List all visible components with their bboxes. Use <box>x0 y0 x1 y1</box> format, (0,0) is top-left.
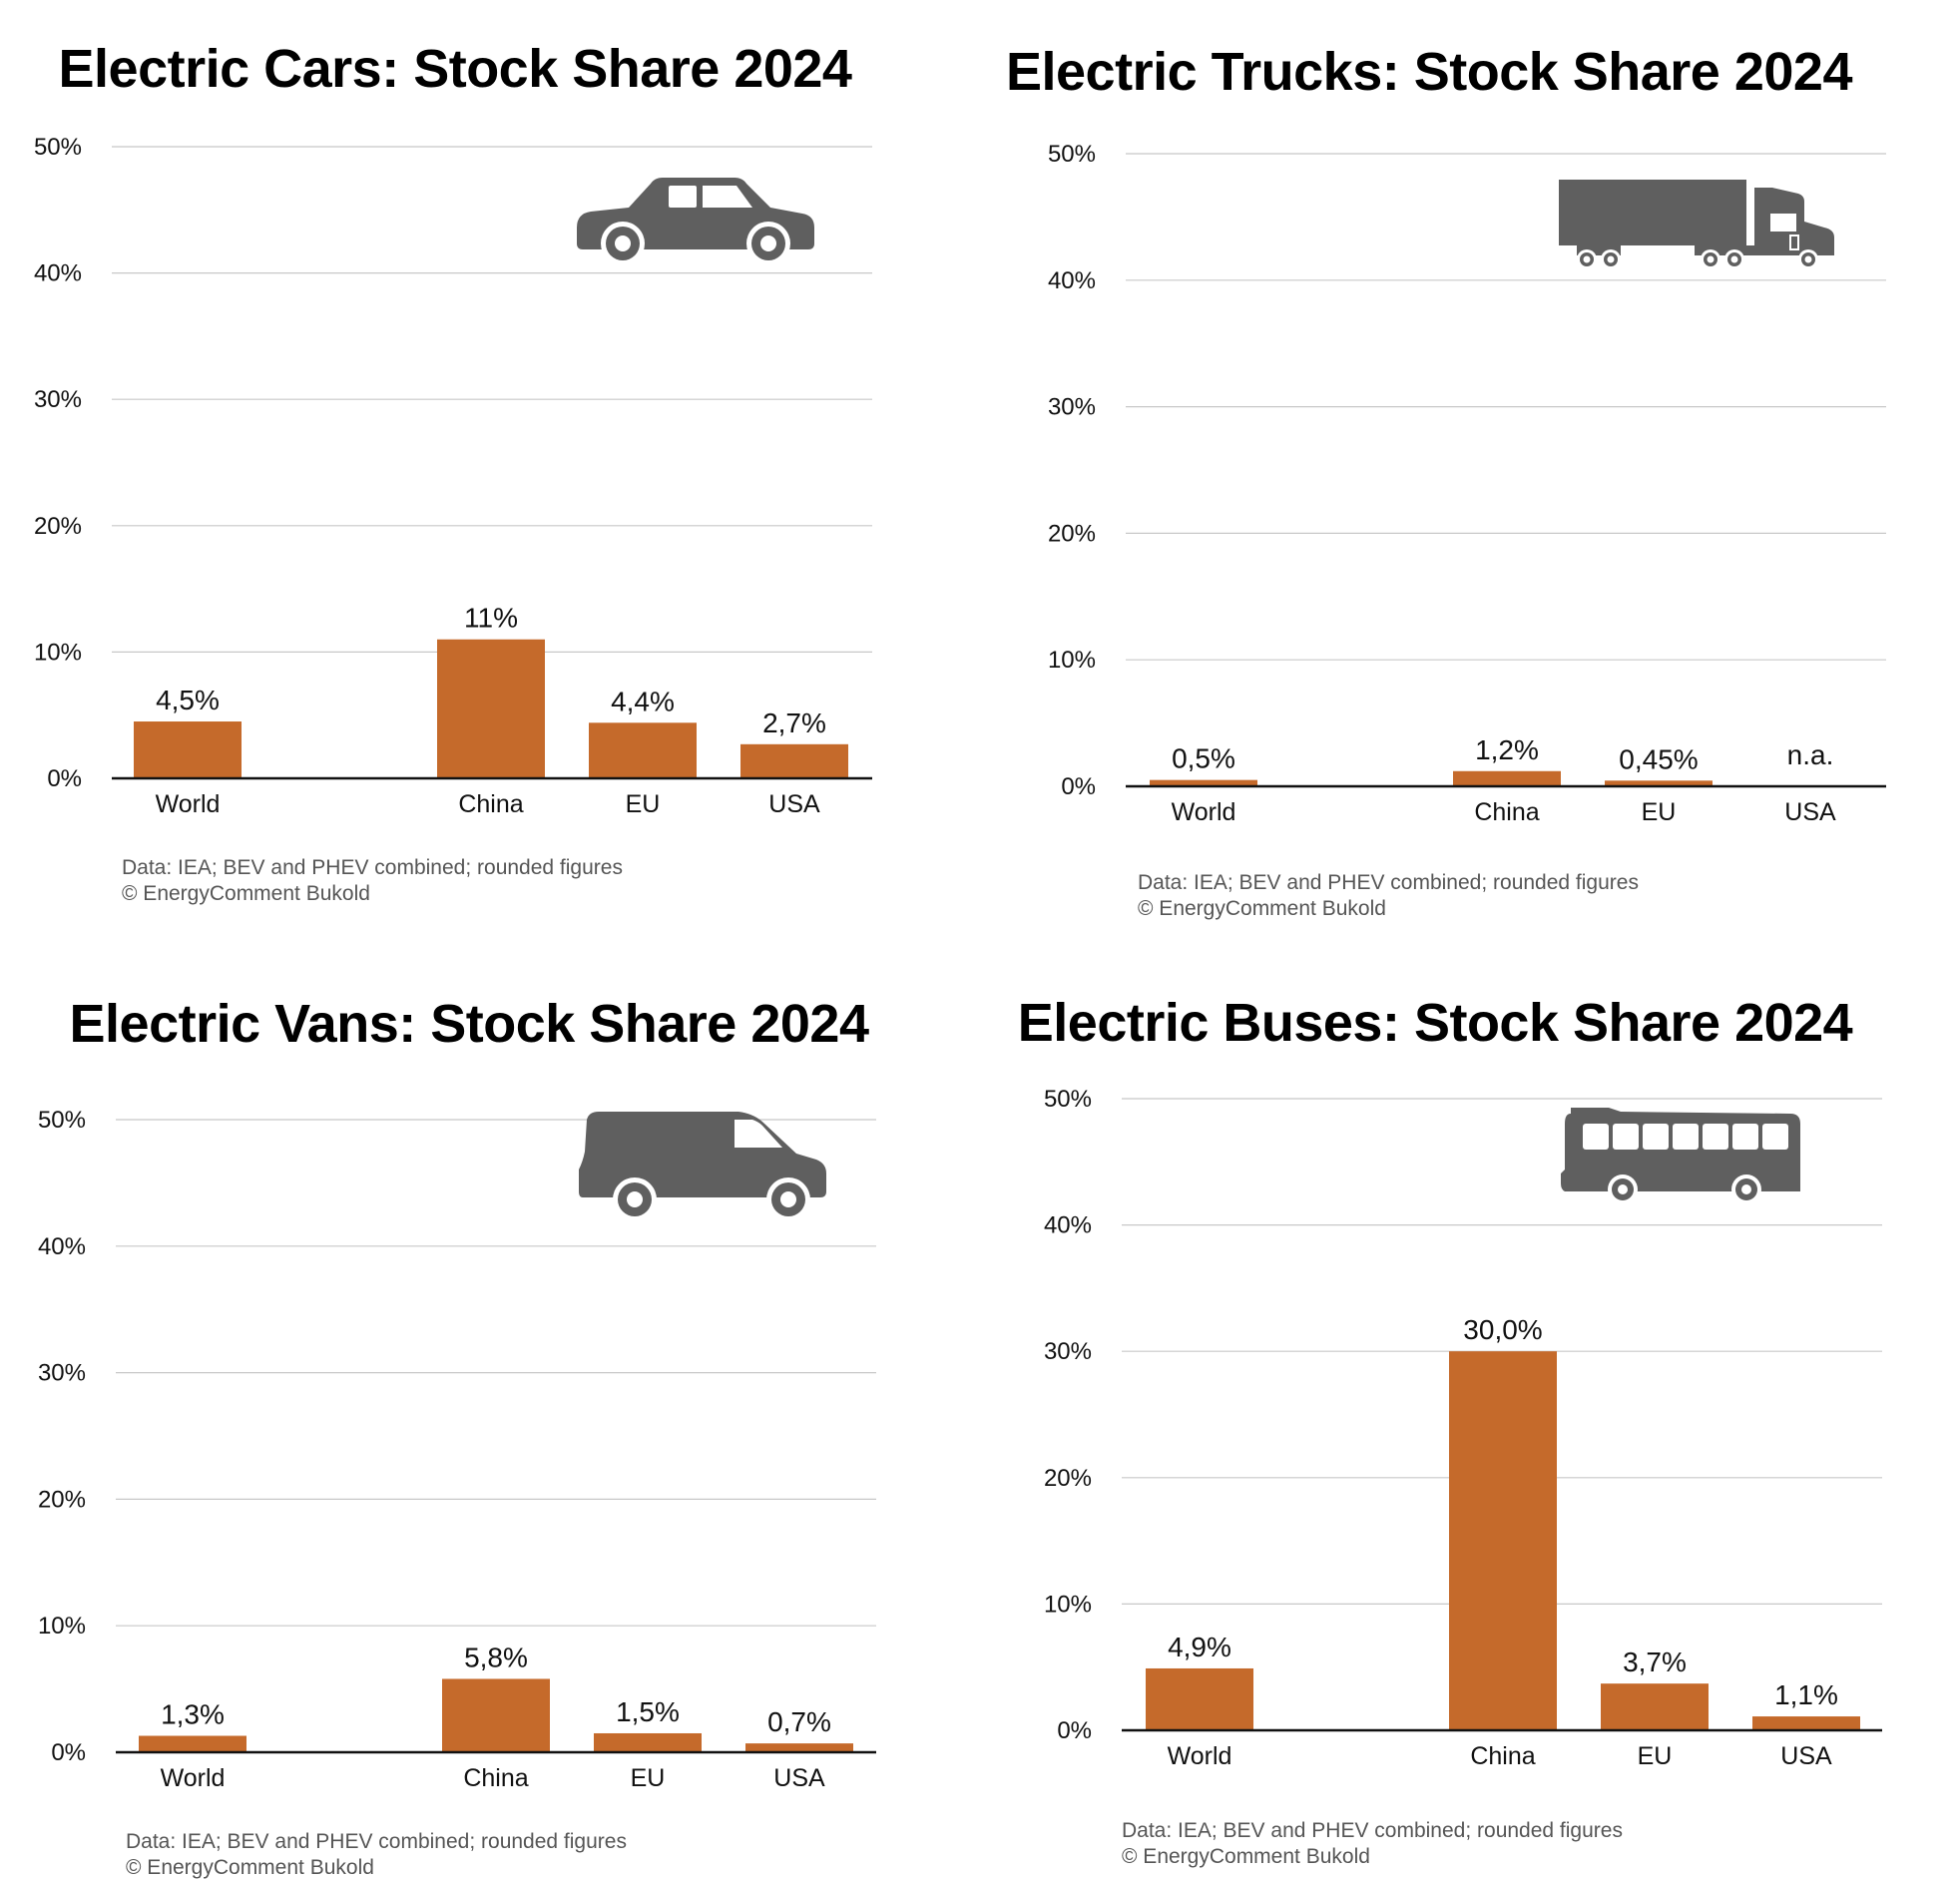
x-category-label: World <box>161 1764 226 1792</box>
bar <box>437 639 545 778</box>
bar-chart: 0% 10% 20% 30% 40% 50% 4,9% World 30,0% China 3,7%… <box>1044 1086 1882 1770</box>
truck-icon <box>1559 180 1834 269</box>
bar <box>740 743 848 778</box>
credit-note: © EnergyComment Bukold <box>1138 897 1386 920</box>
x-category-label: USA <box>773 1764 825 1792</box>
data-label: 1,3% <box>161 1699 225 1730</box>
data-label: 2,7% <box>762 707 826 738</box>
x-category-label: China <box>1470 1742 1535 1770</box>
data-label: 3,7% <box>1623 1646 1687 1677</box>
x-category-label: EU <box>626 790 661 818</box>
y-tick-label: 40% <box>38 1233 86 1260</box>
chart-title: Electric Vans: Stock Share 2024 <box>69 994 869 1054</box>
data-label: 1,2% <box>1475 734 1539 765</box>
x-category-label: EU <box>1638 1742 1673 1770</box>
data-label: 11% <box>464 603 518 634</box>
x-category-label: China <box>458 790 523 818</box>
y-tick-label: 30% <box>34 386 82 413</box>
y-tick-label: 10% <box>1048 647 1096 674</box>
x-category-label: World <box>156 790 221 818</box>
y-tick-label: 40% <box>1044 1212 1092 1239</box>
bar <box>1150 779 1257 786</box>
x-category-label: USA <box>1784 798 1836 826</box>
data-label: n.a. <box>1787 739 1834 770</box>
y-tick-label: 50% <box>1044 1086 1092 1113</box>
x-category-label: USA <box>1780 1742 1832 1770</box>
chart-panel-cars: Electric Cars: Stock Share 2024 0% 10% 20%… <box>0 0 898 918</box>
bar <box>1453 770 1561 786</box>
data-label: 1,5% <box>616 1696 680 1727</box>
bar <box>594 1732 702 1752</box>
data-label: 4,9% <box>1168 1632 1231 1662</box>
chart-title: Electric Trucks: Stock Share 2024 <box>1006 42 1852 102</box>
y-tick-label: 0% <box>51 1739 86 1766</box>
credit-note: © EnergyComment Bukold <box>126 1856 374 1879</box>
y-tick-label: 40% <box>34 260 82 287</box>
y-tick-label: 0% <box>1061 773 1096 800</box>
y-tick-label: 30% <box>1044 1338 1092 1365</box>
bar <box>442 1678 550 1752</box>
chart-footnote: Data: IEA; BEV and PHEV combined; rounde… <box>1122 1818 1623 1870</box>
credit-note: © EnergyComment Bukold <box>1122 1845 1370 1868</box>
y-tick-label: 30% <box>1048 394 1096 421</box>
y-tick-label: 10% <box>34 639 82 666</box>
bar <box>1605 780 1713 786</box>
chart-panel-trucks: Electric Trucks: Stock Share 2024 0% 10% 2… <box>980 0 1960 938</box>
source-note: Data: IEA; BEV and PHEV combined; rounde… <box>1122 1819 1623 1842</box>
y-tick-label: 0% <box>47 765 82 792</box>
chart-footnote: Data: IEA; BEV and PHEV combined; rounde… <box>1138 870 1639 922</box>
chart-footnote: Data: IEA; BEV and PHEV combined; rounde… <box>122 855 623 907</box>
bar <box>1752 1716 1860 1730</box>
y-tick-label: 20% <box>34 513 82 540</box>
y-tick-label: 50% <box>1048 141 1096 168</box>
bar <box>745 1743 853 1752</box>
source-note: Data: IEA; BEV and PHEV combined; rounde… <box>122 856 623 879</box>
data-label: 30,0% <box>1463 1314 1542 1345</box>
y-tick-label: 20% <box>1044 1465 1092 1492</box>
chart-title: Electric Buses: Stock Share 2024 <box>1017 993 1853 1053</box>
chart-panel-buses: Electric Buses: Stock Share 2024 0% 10% 20… <box>980 958 1960 1880</box>
x-category-label: EU <box>1642 798 1677 826</box>
y-tick-label: 30% <box>38 1360 86 1387</box>
credit-note: © EnergyComment Bukold <box>122 882 370 905</box>
x-category-label: EU <box>631 1764 666 1792</box>
x-category-label: World <box>1168 1742 1232 1770</box>
bar <box>134 721 242 778</box>
y-tick-label: 0% <box>1057 1717 1092 1744</box>
source-note: Data: IEA; BEV and PHEV combined; rounde… <box>126 1830 627 1853</box>
bar-chart: 0% 10% 20% 30% 40% 50% 1,3% World 5,8% China 1,5% E… <box>38 1107 876 1792</box>
bar <box>1146 1667 1253 1730</box>
x-category-label: USA <box>768 790 820 818</box>
y-tick-label: 40% <box>1048 267 1096 294</box>
van-icon <box>579 1112 826 1221</box>
data-label: 4,5% <box>156 685 220 715</box>
data-label: 5,8% <box>464 1642 528 1672</box>
x-category-label: World <box>1172 798 1236 826</box>
bar <box>1601 1683 1709 1730</box>
y-tick-label: 10% <box>38 1613 86 1640</box>
y-tick-label: 20% <box>1048 520 1096 547</box>
data-label: 4,4% <box>611 686 675 716</box>
chart-panel-vans: Electric Vans: Stock Share 2024 0% 10% 20%… <box>0 958 898 1880</box>
y-tick-label: 50% <box>34 134 82 161</box>
bar-chart: 0% 10% 20% 30% 40% 50% 0,5% World 1,2% China 0,45%… <box>1048 141 1886 826</box>
bar-chart: 0% 10% 20% 30% 40% 50% 4,5% World 11% China 4,4% EU… <box>34 134 872 818</box>
data-label: 1,1% <box>1774 1679 1838 1710</box>
bar <box>139 1735 246 1752</box>
bar <box>589 722 697 778</box>
data-label: 0,7% <box>767 1706 831 1737</box>
source-note: Data: IEA; BEV and PHEV combined; rounde… <box>1138 871 1639 894</box>
y-tick-label: 10% <box>1044 1591 1092 1618</box>
y-tick-label: 50% <box>38 1107 86 1134</box>
car-icon <box>577 178 814 265</box>
data-label: 0,45% <box>1619 743 1698 774</box>
x-category-label: China <box>1474 798 1539 826</box>
chart-footnote: Data: IEA; BEV and PHEV combined; rounde… <box>126 1829 627 1881</box>
bus-icon <box>1561 1108 1800 1204</box>
data-label: 0,5% <box>1172 743 1235 774</box>
x-category-label: China <box>463 1764 528 1792</box>
chart-title: Electric Cars: Stock Share 2024 <box>58 39 852 99</box>
y-tick-label: 20% <box>38 1486 86 1513</box>
bar <box>1449 1351 1557 1730</box>
